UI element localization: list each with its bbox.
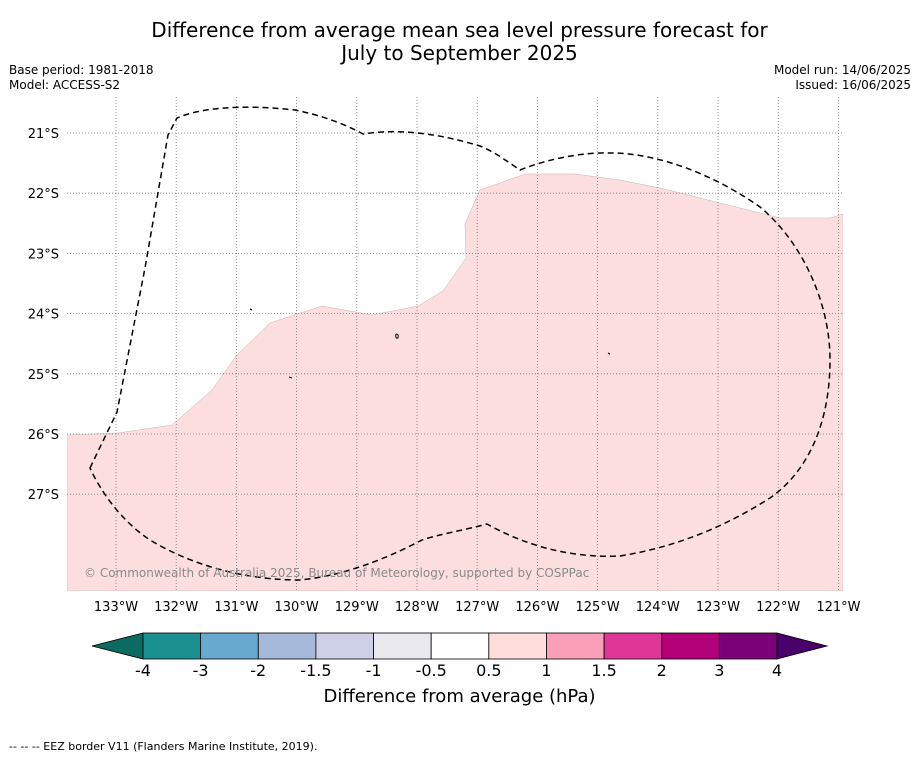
lat-label: 22°S [28,187,59,202]
lon-label: 131°W [214,600,258,615]
lon-label: 128°W [395,600,439,615]
title-line-1: Difference from average mean sea level p… [151,18,768,42]
colorbar-high-extend [776,632,829,660]
colorbar-tick: 0.5 [476,661,501,680]
eez-footnote: -- -- -- EEZ border V11 (Flanders Marine… [9,740,318,753]
lon-label: 125°W [576,600,620,615]
colorbar [91,632,829,660]
island-mark [249,308,253,311]
colorbar-tick: 2 [657,661,667,680]
colorbar-tick: -4 [135,661,151,680]
model-run: Model run: 14/06/2025 [773,63,911,77]
colorbar-tick: 1.5 [591,661,616,680]
lat-label: 24°S [28,308,59,323]
pressure-anomaly-region [67,173,843,591]
colorbar-label: Difference from average (hPa) [323,686,596,707]
meta-right: Model run: 14/06/2025 Issued: 16/06/2025 [774,63,911,93]
lon-label: 130°W [275,600,319,615]
colorbar-bin [546,632,605,660]
lat-label: 21°S [28,127,59,142]
colorbar-tick: 1 [541,661,551,680]
title-line-2: July to September 2025 [341,41,578,65]
colorbar-bin [603,632,663,660]
lon-label: 124°W [636,600,680,615]
issued-date: Issued: 16/06/2025 [795,78,911,92]
lat-label: 27°S [28,488,59,503]
colorbar-tick: -1.5 [300,661,331,680]
lon-label: 126°W [515,600,559,615]
island-mark [395,333,399,339]
colorbar-tick: 4 [772,661,782,680]
colorbar-tick: -3 [193,661,209,680]
lat-label: 25°S [28,368,59,383]
colorbar-bin [430,632,490,660]
eez-border [89,106,831,581]
lon-label: 122°W [756,600,800,615]
lon-label: 133°W [94,600,138,615]
lon-label: 129°W [335,600,379,615]
longitude-labels: 133°W 132°W 131°W 130°W 129°W 128°W 127°W 126°W… [94,600,861,615]
lat-label: 23°S [28,247,59,262]
colorbar-bin [718,632,778,660]
lat-label: 26°S [28,428,59,443]
colorbar-bin [373,632,432,660]
colorbar-tick: -2 [250,661,266,680]
gridlines [67,97,843,591]
copyright-credit: © Commonwealth of Australia 2025, Bureau… [84,566,589,580]
latitude-labels: 21°S 22°S 23°S 24°S 25°S 26°S 27°S [28,127,59,503]
colorbar-tick-labels: -4 -3 -2 -1.5 -1 -0.5 0.5 1 1.5 2 3 4 [135,661,782,680]
island-mark [288,376,293,379]
lon-label: 127°W [455,600,499,615]
chart-title: Difference from average mean sea level p… [0,19,919,65]
colorbar-tick: -1 [366,661,382,680]
colorbar-low-extend [91,632,144,660]
colorbar-bin [200,632,259,660]
colorbar-tick: 3 [714,661,724,680]
colorbar-bin [142,632,202,660]
island-mark [607,352,611,355]
colorbar-bin [661,632,720,660]
colorbar-bin [257,632,317,660]
colorbar-bin [315,632,374,660]
colorbar-tick: -0.5 [416,661,447,680]
lon-label: 123°W [696,600,740,615]
colorbar-bin [488,632,547,660]
meta-left: Base period: 1981-2018 Model: ACCESS-S2 [9,63,154,93]
lon-label: 121°W [816,600,860,615]
lon-label: 132°W [154,600,198,615]
model-name: Model: ACCESS-S2 [9,78,121,92]
base-period: Base period: 1981-2018 [9,63,154,77]
island-marks [249,308,611,379]
